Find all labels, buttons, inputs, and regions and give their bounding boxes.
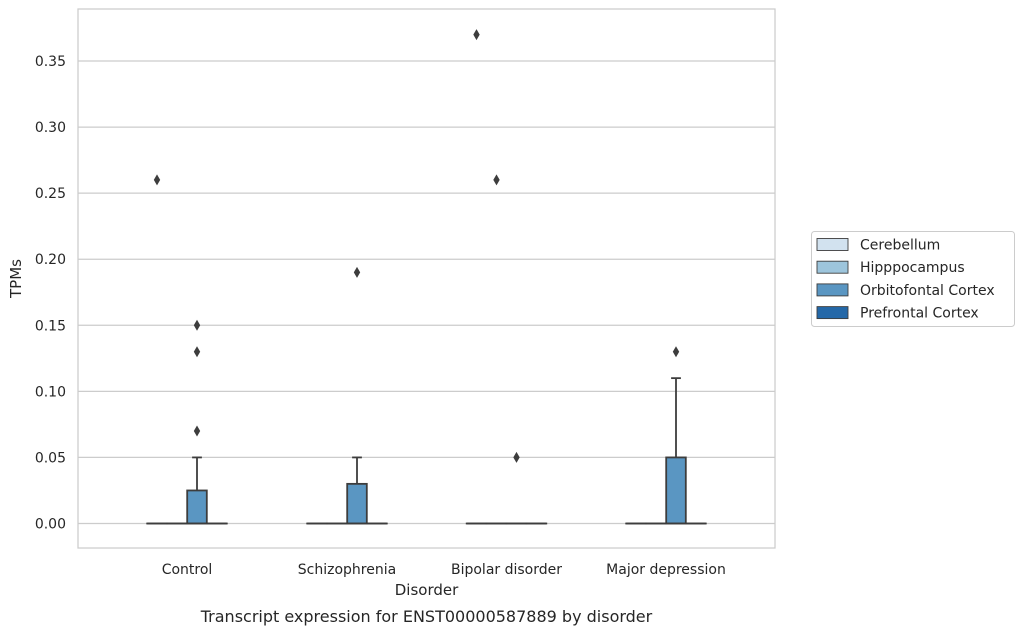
legend-swatch bbox=[816, 306, 849, 320]
legend-label: Cerebellum bbox=[860, 238, 940, 254]
outlier-point bbox=[193, 346, 201, 358]
outlier-point bbox=[353, 266, 361, 278]
box bbox=[186, 489, 208, 525]
box-plots bbox=[146, 29, 707, 525]
legend: Cerebellum Hipppocampus Orbitofontal Corte… bbox=[811, 231, 1015, 327]
outlier-point bbox=[193, 319, 201, 331]
legend-label: Prefrontal Cortex bbox=[860, 306, 979, 322]
y-tick-label: 0.20 bbox=[35, 252, 66, 268]
y-tick-label: 0.35 bbox=[35, 54, 66, 70]
y-tick-label: 0.05 bbox=[35, 450, 66, 466]
box bbox=[665, 456, 687, 525]
x-tick-label: Major depression bbox=[606, 562, 726, 578]
legend-label: Orbitofontal Cortex bbox=[860, 283, 995, 299]
legend-label: Hipppocampus bbox=[860, 260, 965, 276]
gridlines bbox=[78, 60, 775, 525]
x-tick-label: Bipolar disorder bbox=[451, 562, 562, 578]
outlier-point bbox=[473, 29, 480, 41]
x-tick-label: Schizophrenia bbox=[298, 562, 396, 578]
x-axis-label: Disorder bbox=[395, 581, 459, 599]
chart-title: Transcript expression for ENST0000058788… bbox=[200, 607, 653, 626]
y-tick-label: 0.00 bbox=[35, 517, 66, 533]
outlier-point bbox=[493, 174, 500, 186]
outlier-point bbox=[672, 346, 680, 358]
y-axis-label: TPMs bbox=[7, 259, 25, 299]
outlier-point bbox=[513, 451, 520, 463]
legend-swatch bbox=[816, 260, 849, 274]
legend-swatch bbox=[816, 238, 849, 251]
plot-area-frame bbox=[77, 8, 776, 549]
y-tick-label: 0.30 bbox=[35, 120, 66, 136]
outlier-point bbox=[193, 425, 201, 437]
box bbox=[346, 482, 368, 525]
y-tick-label: 0.25 bbox=[35, 186, 66, 202]
y-tick-labels: 0.00 0.05 0.10 0.15 0.20 0.25 0.30 0.35 bbox=[35, 54, 66, 533]
outlier-point bbox=[153, 174, 161, 186]
x-tick-label: Control bbox=[162, 562, 213, 578]
y-tick-label: 0.10 bbox=[35, 384, 66, 400]
legend-frame bbox=[811, 231, 1015, 327]
x-tick-labels: Control Schizophrenia Bipolar disorder Majo… bbox=[162, 562, 726, 578]
legend-swatch bbox=[816, 283, 849, 297]
y-tick-label: 0.15 bbox=[35, 318, 66, 334]
